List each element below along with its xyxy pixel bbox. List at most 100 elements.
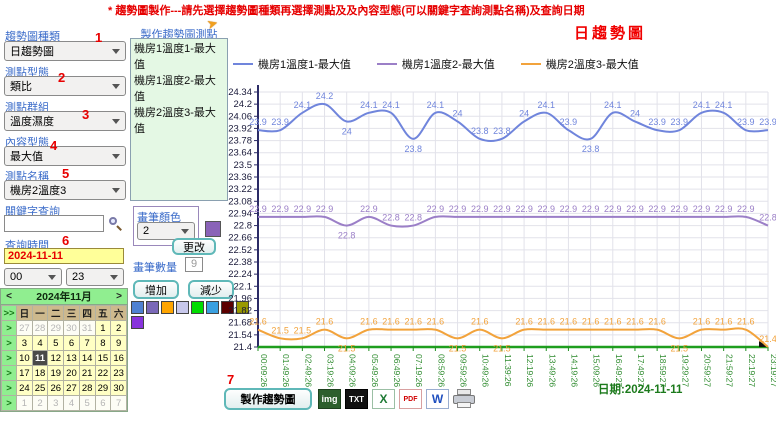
change-color-button[interactable]: 更改 <box>172 238 216 255</box>
hour-end-select[interactable]: 23 <box>66 268 124 286</box>
make-chart-button[interactable]: 製作趨勢圖 <box>224 388 312 410</box>
hour-start-select[interactable]: 00 <box>4 268 62 286</box>
calendar-day[interactable]: 29 <box>47 320 65 336</box>
svg-text:23.9: 23.9 <box>560 117 578 127</box>
calendar-day[interactable]: 9 <box>110 335 127 351</box>
calendar-day[interactable]: 1 <box>16 395 33 411</box>
calendar-day[interactable]: 7 <box>110 395 127 411</box>
calendar-day[interactable]: 16 <box>110 350 127 366</box>
calendar-week-marker[interactable]: > <box>1 380 17 396</box>
calendar-day[interactable]: 2 <box>31 395 49 411</box>
calendar-day[interactable]: 27 <box>63 380 80 396</box>
palette-color[interactable] <box>191 301 204 314</box>
calendar-day[interactable]: 28 <box>31 320 49 336</box>
palette-color[interactable] <box>146 301 159 314</box>
calendar-day[interactable]: 21 <box>78 365 96 381</box>
calendar-day[interactable]: 10 <box>16 350 33 366</box>
calendar-day[interactable]: 30 <box>63 320 80 336</box>
calendar-day[interactable]: 5 <box>47 335 65 351</box>
export-excel-icon[interactable]: X <box>372 389 395 409</box>
svg-text:22.9: 22.9 <box>671 204 689 214</box>
pen-color-select[interactable]: 2 <box>137 222 195 240</box>
calendar-day[interactable]: 27 <box>16 320 33 336</box>
calendar-day[interactable]: 1 <box>94 320 112 336</box>
calendar-day[interactable]: 29 <box>94 380 112 396</box>
calendar-day[interactable]: 20 <box>63 365 80 381</box>
remove-pen-button[interactable]: 減少 <box>188 280 234 299</box>
svg-text:06:49:26: 06:49:26 <box>392 354 402 387</box>
calendar-week-marker[interactable]: > <box>1 350 17 366</box>
calendar-day[interactable]: 17 <box>16 365 33 381</box>
calendar-day[interactable]: 23 <box>110 365 127 381</box>
calendar-day[interactable]: 3 <box>47 395 65 411</box>
calendar-day[interactable]: 4 <box>31 335 49 351</box>
palette-color[interactable] <box>131 316 144 329</box>
chart-type-select[interactable]: 日趨勢圖 <box>4 41 126 61</box>
calendar-next-button[interactable]: > <box>116 291 122 302</box>
point-type-select[interactable]: 類比 <box>4 76 126 96</box>
calendar-day[interactable]: 18 <box>31 365 49 381</box>
svg-text:22.8: 22.8 <box>382 213 400 223</box>
svg-text:21.5: 21.5 <box>338 343 356 353</box>
calendar-day[interactable]: 6 <box>63 335 80 351</box>
search-icon[interactable] <box>108 216 122 231</box>
calendar-grid: >> 日一二三四五六 >27 28 29 30 31 1 2 >3 4 5 6 7 8 9 >10 11 12 13 1… <box>1 305 127 411</box>
list-item[interactable]: 機房2溫度3-最大值 <box>134 107 216 135</box>
calendar-day[interactable]: 22 <box>94 365 112 381</box>
palette-color[interactable] <box>236 301 249 314</box>
calendar-day[interactable]: 25 <box>31 380 49 396</box>
svg-text:22.9: 22.9 <box>648 204 666 214</box>
calendar-day[interactable]: 30 <box>110 380 127 396</box>
list-item[interactable]: 機房1溫度2-最大值 <box>134 75 216 103</box>
calendar-day[interactable]: 15 <box>94 350 112 366</box>
calendar-day[interactable]: 13 <box>63 350 80 366</box>
add-pen-button[interactable]: 增加 <box>133 280 179 299</box>
calendar-day[interactable]: 19 <box>47 365 65 381</box>
list-item[interactable]: 機房1溫度1-最大值 <box>134 43 216 71</box>
svg-text:24.2: 24.2 <box>316 91 334 101</box>
palette-color[interactable] <box>131 301 144 314</box>
keyword-input[interactable] <box>4 215 104 232</box>
svg-text:21:59:27: 21:59:27 <box>725 354 735 387</box>
calendar-day[interactable]: 2 <box>110 320 127 336</box>
palette-color[interactable] <box>161 301 174 314</box>
point-group-select[interactable]: 溫度濕度 <box>4 111 126 131</box>
calendar-day[interactable]: 14 <box>78 350 96 366</box>
calendar-day[interactable]: 11 <box>31 350 49 366</box>
calendar-day[interactable]: 12 <box>47 350 65 366</box>
svg-text:20:59:27: 20:59:27 <box>702 354 712 387</box>
export-txt-icon[interactable]: TXT <box>345 389 368 409</box>
svg-text:24: 24 <box>630 108 640 118</box>
calendar-week-marker[interactable]: > <box>1 335 17 351</box>
calendar-day[interactable]: 26 <box>47 380 65 396</box>
calendar-day[interactable]: 28 <box>78 380 96 396</box>
calendar-day[interactable]: 4 <box>63 395 80 411</box>
selected-points-listbox[interactable]: 機房1溫度1-最大值 機房1溫度2-最大值 機房2溫度3-最大值 <box>130 38 228 201</box>
calendar-day[interactable]: 31 <box>78 320 96 336</box>
calendar-week-marker[interactable]: > <box>1 320 17 336</box>
export-pdf-icon[interactable]: PDF <box>399 389 422 409</box>
query-date-field[interactable]: 2024-11-11 <box>4 248 124 264</box>
svg-text:18:59:27: 18:59:27 <box>658 354 668 387</box>
calendar-day[interactable]: 7 <box>78 335 96 351</box>
calendar-day[interactable]: 6 <box>94 395 112 411</box>
export-word-icon[interactable]: W <box>426 389 449 409</box>
svg-text:03:19:26: 03:19:26 <box>326 354 336 387</box>
calendar-prev-button[interactable]: < <box>6 291 12 302</box>
palette-color[interactable] <box>206 301 219 314</box>
calendar-day[interactable]: 8 <box>94 335 112 351</box>
content-type-select[interactable]: 最大值 <box>4 146 126 166</box>
palette-color[interactable] <box>221 301 234 314</box>
point-name-select[interactable]: 機房2溫度3 <box>4 180 126 200</box>
svg-text:23.9: 23.9 <box>759 117 776 127</box>
export-image-icon[interactable]: img <box>318 389 341 409</box>
calendar-day[interactable]: 5 <box>78 395 96 411</box>
calendar-day[interactable]: 3 <box>16 335 33 351</box>
calendar-day[interactable]: 24 <box>16 380 33 396</box>
palette-color[interactable] <box>176 301 189 314</box>
calendar-week-marker[interactable]: > <box>1 365 17 381</box>
svg-text:15:09:26: 15:09:26 <box>592 354 602 387</box>
calendar-week-marker[interactable]: > <box>1 395 17 411</box>
svg-text:21.6: 21.6 <box>582 317 600 327</box>
print-icon[interactable] <box>453 389 475 409</box>
